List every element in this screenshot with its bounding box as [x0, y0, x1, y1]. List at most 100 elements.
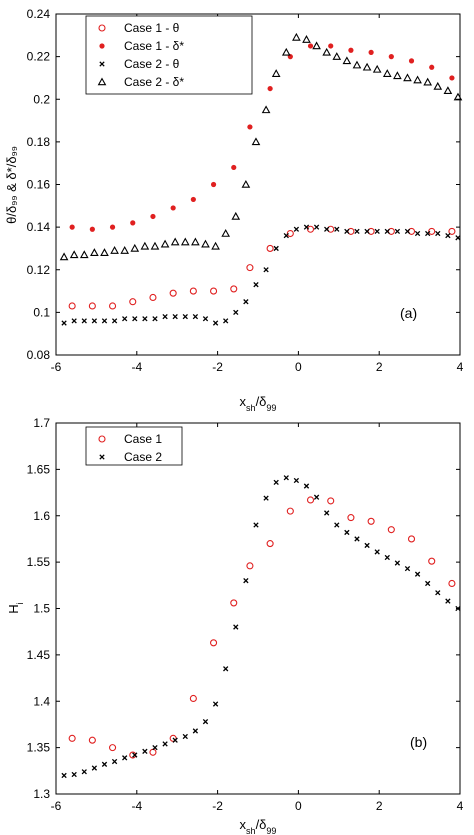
y-tick-label: 1.35 [27, 741, 51, 755]
data-point [172, 313, 178, 320]
data-point [109, 224, 116, 230]
y-tick-label: 0.14 [27, 220, 51, 234]
legend-label: Case 2 - δ* [124, 75, 184, 89]
x-tick-label: -6 [51, 799, 62, 813]
legend-marker [99, 454, 105, 460]
data-point [273, 245, 279, 252]
data-point [101, 761, 108, 767]
legend-marker [99, 61, 105, 67]
data-point [170, 237, 180, 246]
data-point [142, 316, 148, 322]
data-point [303, 483, 310, 489]
data-point [189, 694, 197, 703]
data-point [327, 497, 335, 505]
data-point [414, 230, 421, 237]
data-point [306, 496, 315, 504]
x-tick-label: -6 [51, 360, 62, 374]
data-point [425, 580, 431, 587]
legend-box [85, 15, 253, 95]
data-point [348, 47, 354, 53]
data-point [404, 565, 411, 572]
x-tick-label: -2 [212, 360, 223, 374]
data-point [69, 250, 79, 259]
data-point [266, 244, 274, 252]
data-point [293, 477, 300, 484]
data-point [169, 289, 177, 297]
data-point [69, 224, 75, 230]
data-point [313, 224, 320, 230]
data-point [388, 54, 394, 60]
series-case-1 [68, 225, 456, 310]
data-point [210, 639, 218, 647]
data-point [364, 542, 370, 549]
data-point [283, 232, 289, 239]
y-tick-label: 1.7 [33, 416, 50, 430]
data-point [267, 85, 273, 92]
data-point [455, 235, 461, 241]
data-point [368, 49, 374, 55]
data-point [247, 124, 253, 130]
data-point [382, 69, 392, 77]
data-point [191, 237, 200, 246]
plot-area-b [55, 422, 461, 795]
data-point [322, 47, 332, 56]
data-point [221, 228, 231, 237]
data-point [172, 737, 178, 743]
series-case-1 [68, 496, 456, 759]
data-point [435, 230, 441, 237]
data-point [132, 316, 138, 322]
data-point [352, 60, 362, 69]
data-point [109, 744, 117, 752]
data-point [362, 62, 372, 71]
data-point [91, 318, 98, 324]
data-point [233, 309, 239, 316]
data-point [384, 228, 390, 235]
data-point [293, 226, 300, 232]
data-point [263, 267, 269, 273]
data-point [428, 227, 436, 235]
data-point [253, 522, 259, 528]
data-point [271, 69, 281, 77]
data-point [89, 226, 95, 232]
data-point [429, 64, 435, 70]
data-point [71, 771, 77, 778]
y-tick-label: 1.65 [27, 462, 51, 476]
data-point [111, 318, 118, 324]
data-point [324, 226, 330, 232]
data-point [313, 494, 320, 500]
data-point [160, 239, 170, 248]
x-tick-label: -4 [131, 799, 142, 813]
data-point [273, 479, 279, 486]
data-point [334, 226, 340, 232]
legend-marker [98, 435, 106, 443]
y-tick-label: 1.55 [27, 555, 51, 569]
legend-item: Case 1 - δ* [99, 39, 184, 53]
data-point [88, 736, 96, 744]
data-point [425, 230, 431, 237]
data-point [61, 320, 67, 326]
data-point [109, 302, 117, 310]
data-point [344, 228, 350, 235]
data-point [110, 246, 119, 254]
data-point [91, 765, 98, 771]
data-point [212, 320, 219, 326]
data-point [324, 510, 330, 516]
data-point [190, 196, 196, 203]
data-point [100, 248, 109, 256]
data-point [231, 164, 237, 171]
data-point [302, 35, 311, 43]
data-point [453, 92, 463, 101]
legend: Case 1 Case 2 [85, 426, 183, 466]
data-point [170, 205, 176, 211]
data-point [283, 475, 289, 481]
data-point [403, 73, 412, 82]
data-point [142, 748, 148, 754]
x-axis-label: xsh/δ99 [240, 394, 277, 413]
data-point [140, 241, 150, 250]
data-point [407, 227, 416, 235]
data-point [162, 313, 168, 320]
data-point [292, 32, 301, 41]
data-point [130, 220, 136, 226]
data-point [71, 318, 77, 324]
